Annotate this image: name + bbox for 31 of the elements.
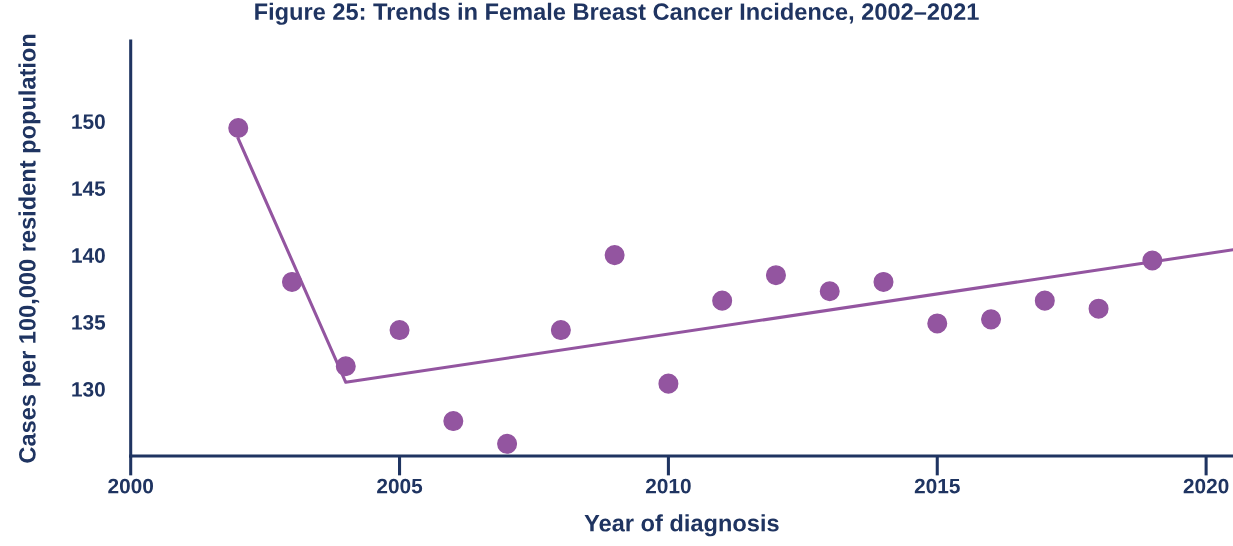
y-tick-label: 150 <box>72 114 105 130</box>
x-tick-label: 2010 <box>645 478 691 494</box>
point <box>604 245 625 266</box>
y-tick-label: 130 <box>72 381 105 397</box>
point <box>981 309 1002 330</box>
point <box>765 265 786 286</box>
y-tick-label: 135 <box>72 315 106 330</box>
point <box>1142 250 1163 271</box>
point <box>712 290 733 311</box>
point <box>819 281 840 302</box>
y-tick-label: 140 <box>72 248 105 263</box>
point <box>658 373 679 394</box>
x-tick-label: 2015 <box>914 478 960 494</box>
point <box>228 117 249 138</box>
point <box>335 356 356 377</box>
point <box>873 271 894 292</box>
point <box>443 411 464 432</box>
point <box>1034 290 1055 311</box>
x-tick-label: 2000 <box>108 478 154 494</box>
chart-title: Figure 25: Trends in Female Breast Cancer Incidence, 2002–2021 <box>255 2 979 25</box>
y-axis-title: Cases per 100,000 resident population <box>18 34 41 463</box>
x-axis-title: Year of diagnosis <box>584 514 779 537</box>
point <box>550 320 571 341</box>
point <box>1088 298 1109 319</box>
y-tick-label: 145 <box>72 181 106 196</box>
x-tick-label: 2005 <box>377 478 423 494</box>
point <box>927 313 948 334</box>
point <box>389 320 410 341</box>
point <box>497 433 518 454</box>
point <box>281 271 303 292</box>
x-tick-label: 2020 <box>1183 478 1229 494</box>
